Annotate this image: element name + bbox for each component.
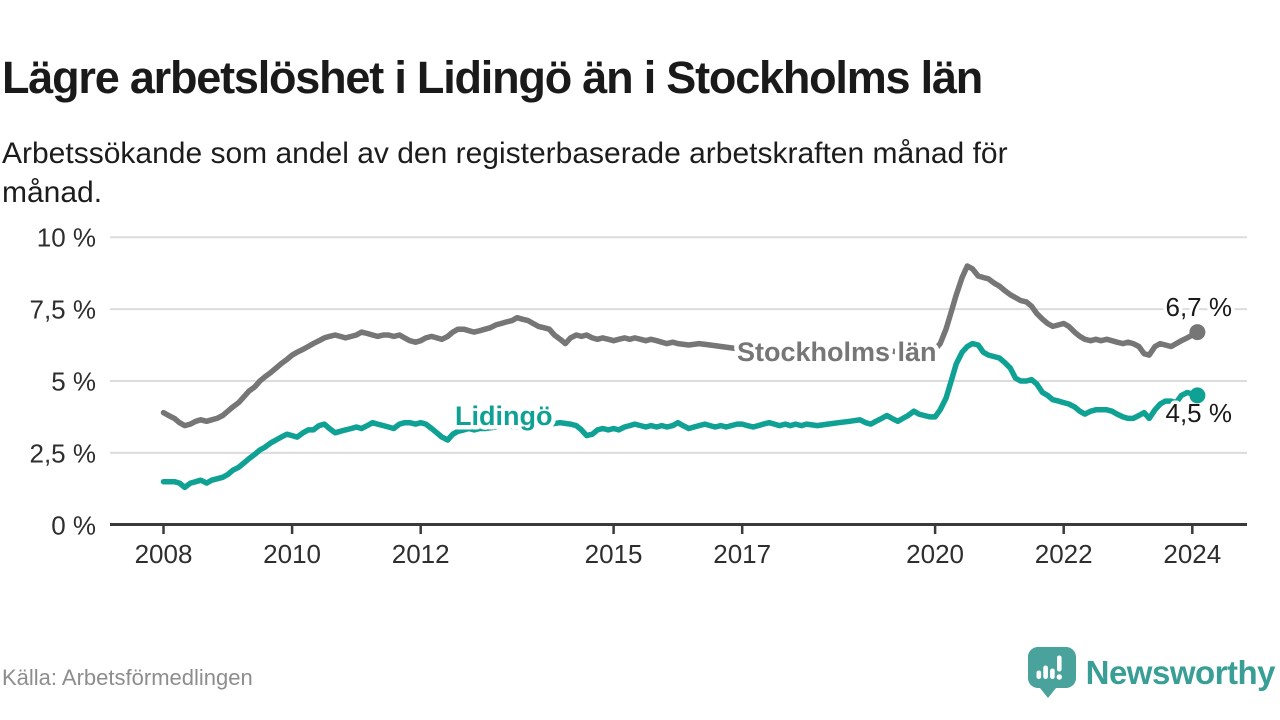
series-line-lidingo: [160, 340, 1201, 491]
y-axis-tick-label: 0 %: [51, 510, 96, 540]
x-axis-tick-label: 2017: [713, 539, 771, 569]
x-axis-tick-label: 2010: [263, 539, 321, 569]
series-end-dot-stockholms-lan: [1189, 324, 1206, 341]
x-axis-tick-label: 2022: [1035, 539, 1093, 569]
y-axis-tick-label: 10 %: [37, 223, 96, 253]
y-axis-tick-label: 5 %: [51, 367, 96, 397]
series-label-lidingo: Lidingö: [455, 401, 552, 431]
x-axis-tick-label: 2008: [135, 539, 193, 569]
x-axis-tick-label: 2020: [906, 539, 964, 569]
end-value-label-lidingo: 4,5 %: [1166, 398, 1233, 428]
end-value-label-stockholms-lan: 6,7 %: [1166, 292, 1233, 322]
series-end-dot-lidingo: [1189, 387, 1206, 404]
x-axis-tick-label: 2024: [1163, 539, 1221, 569]
newsworthy-logo: Newsworthy: [1027, 646, 1276, 699]
chart-subtitle: Arbetssökande som andel av den registerb…: [2, 137, 1008, 209]
chart-title: Lägre arbetslöshet i Lidingö än i Stockh…: [2, 52, 983, 104]
series-label-stockholms-lan: Stockholms län: [737, 337, 937, 367]
y-axis-tick-label: 7,5 %: [30, 295, 97, 325]
y-axis-tick-label: 2,5 %: [30, 438, 97, 468]
newsworthy-wordmark: Newsworthy: [1085, 653, 1276, 691]
series-line-stockholms-lan: [160, 263, 1201, 429]
x-axis-tick-label: 2012: [392, 539, 450, 569]
x-axis-tick-label: 2015: [585, 539, 643, 569]
source-note: Källa: Arbetsförmedlingen: [2, 665, 253, 690]
newsworthy-speech-bubble-chart-icon: [1027, 647, 1076, 698]
